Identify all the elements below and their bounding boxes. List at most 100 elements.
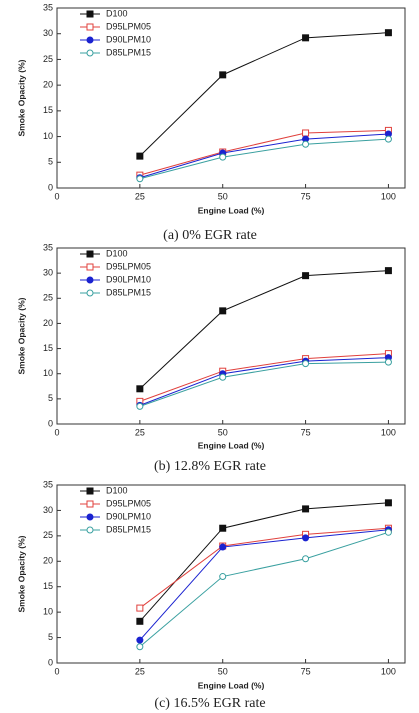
series-line: [139, 361, 389, 407]
legend-marker: [86, 49, 94, 57]
marker: [136, 617, 144, 625]
plot-frame: [56, 247, 406, 425]
marker: [219, 71, 227, 79]
x-tick-label: 25: [135, 427, 145, 437]
series-line: [139, 531, 389, 648]
series-line: [139, 357, 389, 406]
x-axis-label: Engine Load (%): [198, 205, 265, 215]
marker: [219, 573, 227, 581]
caption: (c) 16.5% EGR rate: [154, 696, 265, 711]
marker: [219, 307, 227, 315]
marker: [302, 505, 310, 513]
marker: [136, 636, 144, 644]
y-tick-label: 35: [43, 2, 53, 12]
y-tick-label: 15: [43, 581, 53, 591]
legend-label: D95LPM05: [106, 261, 151, 271]
x-tick-label: 50: [218, 427, 228, 437]
x-tick-label: 100: [381, 427, 396, 437]
y-tick-label: 5: [48, 157, 53, 167]
y-tick-label: 10: [43, 368, 53, 378]
x-tick-label: 75: [301, 427, 311, 437]
y-axis-label: Smoke Opacity (%): [16, 535, 26, 612]
x-axis-label: Engine Load (%): [198, 680, 265, 690]
legend-marker: [86, 23, 94, 31]
marker: [302, 34, 310, 42]
legend-label: D95LPM05: [106, 498, 151, 508]
y-axis-label: Smoke Opacity (%): [16, 297, 26, 374]
marker: [219, 373, 227, 381]
series-line: [139, 529, 389, 641]
y-tick-label: 20: [43, 556, 53, 566]
x-tick-label: 75: [301, 666, 311, 676]
y-tick-label: 10: [43, 607, 53, 617]
y-tick-label: 0: [48, 418, 53, 428]
caption: (b) 12.8% EGR rate: [154, 459, 266, 474]
x-tick-label: 25: [135, 666, 145, 676]
y-tick-label: 30: [43, 28, 53, 38]
legend-marker: [86, 500, 94, 508]
legend-label: D90LPM10: [106, 34, 151, 44]
y-tick-label: 5: [48, 393, 53, 403]
y-tick-label: 25: [43, 54, 53, 64]
marker: [384, 135, 392, 143]
plot-frame: [56, 7, 406, 189]
y-tick-label: 35: [43, 479, 53, 489]
x-tick-label: 0: [54, 666, 59, 676]
y-tick-label: 20: [43, 318, 53, 328]
marker: [136, 175, 144, 183]
x-tick-label: 50: [218, 666, 228, 676]
caption: (a) 0% EGR rate: [163, 228, 257, 243]
legend-marker: [86, 526, 94, 534]
y-tick-label: 30: [43, 268, 53, 278]
legend-label: D100: [106, 485, 128, 495]
series-line: [139, 270, 389, 390]
y-tick-label: 30: [43, 505, 53, 515]
series-line: [139, 527, 389, 609]
legend-marker: [86, 289, 94, 297]
y-tick-label: 20: [43, 80, 53, 90]
series-line: [139, 502, 389, 622]
marker: [302, 534, 310, 542]
series-line: [139, 129, 389, 176]
legend-marker: [86, 263, 94, 271]
marker: [136, 402, 144, 410]
plot-frame: [56, 484, 406, 664]
marker: [136, 604, 144, 612]
legend-label: D85LPM15: [106, 287, 151, 297]
x-tick-label: 50: [218, 191, 228, 201]
legend-label: D90LPM10: [106, 511, 151, 521]
y-tick-label: 10: [43, 131, 53, 141]
marker: [219, 524, 227, 532]
y-tick-label: 25: [43, 530, 53, 540]
legend-label: D90LPM10: [106, 274, 151, 284]
marker: [302, 360, 310, 368]
legend-label: D85LPM15: [106, 47, 151, 57]
y-tick-label: 35: [43, 242, 53, 252]
x-axis-label: Engine Load (%): [198, 440, 265, 450]
y-tick-label: 0: [48, 657, 53, 667]
x-tick-label: 75: [301, 191, 311, 201]
series-line: [139, 32, 389, 157]
y-tick-label: 15: [43, 343, 53, 353]
x-tick-label: 100: [381, 666, 396, 676]
marker: [136, 152, 144, 160]
legend-marker: [86, 10, 94, 18]
marker: [384, 358, 392, 366]
marker: [302, 555, 310, 563]
y-tick-label: 5: [48, 632, 53, 642]
x-tick-label: 0: [54, 191, 59, 201]
marker: [384, 29, 392, 37]
legend-label: D95LPM05: [106, 21, 151, 31]
marker: [384, 267, 392, 275]
marker: [302, 140, 310, 148]
y-tick-label: 15: [43, 105, 53, 115]
marker: [384, 499, 392, 507]
x-tick-label: 25: [135, 191, 145, 201]
series-line: [139, 133, 389, 179]
marker: [302, 272, 310, 280]
y-tick-label: 25: [43, 293, 53, 303]
x-tick-label: 100: [381, 191, 396, 201]
legend-marker: [86, 36, 94, 44]
legend-label: D85LPM15: [106, 524, 151, 534]
